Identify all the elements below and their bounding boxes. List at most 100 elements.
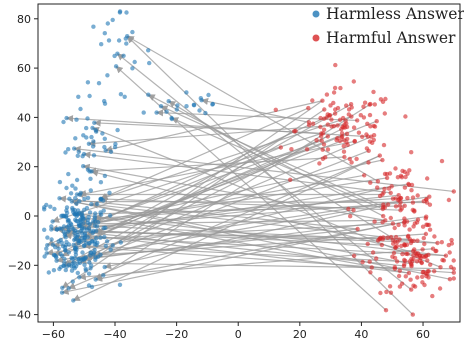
projection-arrow xyxy=(73,145,454,193)
harmful-point xyxy=(451,258,456,263)
harmful-point xyxy=(365,241,370,247)
projection-arrow xyxy=(100,115,352,201)
harmless-point xyxy=(84,205,90,211)
harmless-point xyxy=(76,257,81,262)
harmless-point xyxy=(94,224,100,229)
harmless-point xyxy=(197,108,202,113)
harmful-point xyxy=(356,130,362,135)
harmful-point xyxy=(399,175,405,180)
harmful-point xyxy=(440,257,445,263)
harmful-point xyxy=(329,124,334,129)
harmful-point xyxy=(387,284,393,289)
harmful-point xyxy=(402,203,407,208)
harmless-point xyxy=(62,233,67,238)
harmful-point xyxy=(362,100,368,105)
harmless-point xyxy=(103,148,108,153)
harmless-point xyxy=(93,277,98,282)
harmful-point xyxy=(361,104,366,109)
harmless-point xyxy=(72,228,78,233)
harmful-point xyxy=(414,259,420,264)
harmful-point xyxy=(273,107,278,113)
harmless-point xyxy=(64,185,69,191)
harmless-point xyxy=(76,149,82,154)
harmless-point xyxy=(154,110,159,115)
harmless-point xyxy=(102,144,107,150)
harmful-point xyxy=(335,105,341,111)
harmless-point xyxy=(113,141,118,147)
harmless-point xyxy=(89,134,94,140)
harmful-point xyxy=(423,231,429,237)
harmful-point xyxy=(292,129,297,134)
harmful-point xyxy=(402,262,407,267)
harmless-point xyxy=(110,243,115,248)
harmful-point xyxy=(439,240,444,245)
harmful-point xyxy=(372,102,377,107)
harmful-point xyxy=(402,223,407,228)
harmful-point xyxy=(410,200,416,205)
harmful-point xyxy=(420,224,426,229)
projection-arrow xyxy=(79,150,369,264)
harmful-point xyxy=(333,62,338,68)
harmful-point xyxy=(393,166,398,171)
harmful-point xyxy=(325,112,330,117)
harmful-point xyxy=(420,247,425,252)
harmful-point xyxy=(386,186,392,191)
harmful-point xyxy=(422,241,427,247)
harmless-point xyxy=(174,107,179,112)
harmful-point xyxy=(367,259,372,264)
harmless-point xyxy=(86,214,91,220)
harmful-point xyxy=(405,195,410,201)
projection-arrow xyxy=(63,259,454,270)
harmful-point xyxy=(351,207,356,213)
harmful-point xyxy=(321,116,327,121)
harmless-point xyxy=(107,190,112,195)
x-tick-label: −40 xyxy=(103,328,126,341)
harmless-point xyxy=(95,220,101,225)
harmful-point xyxy=(409,262,414,267)
harmful-point xyxy=(427,227,433,232)
harmless-point xyxy=(90,125,95,131)
harmless-point xyxy=(166,99,171,104)
harmless-point xyxy=(42,254,47,259)
harmless-point xyxy=(82,243,87,248)
harmless-point xyxy=(71,260,77,265)
harmful-point xyxy=(424,273,429,279)
plot-frame xyxy=(37,3,461,323)
harmful-point xyxy=(278,145,283,150)
harmless-point xyxy=(102,234,107,240)
harmless-point xyxy=(117,10,123,15)
harmless-point xyxy=(103,243,109,249)
harmful-point xyxy=(409,256,414,262)
harmless-point xyxy=(132,59,137,65)
harmless-point xyxy=(80,257,86,263)
harmful-point xyxy=(415,238,420,243)
harmless-point xyxy=(77,210,82,216)
harmful-point xyxy=(391,250,397,256)
harmful-point xyxy=(395,239,400,244)
harmful-point xyxy=(318,124,323,130)
harmless-point xyxy=(92,120,97,126)
harmful-point xyxy=(400,168,405,174)
harmful-point xyxy=(384,175,390,181)
legend-marker xyxy=(312,10,320,18)
harmless-point xyxy=(64,115,69,121)
harmful-point xyxy=(432,269,437,274)
harmless-point xyxy=(108,247,113,252)
harmless-point xyxy=(74,192,80,197)
harmful-point xyxy=(310,121,316,126)
harmless-point xyxy=(106,38,112,43)
harmless-point xyxy=(85,195,91,201)
harmful-point xyxy=(379,242,385,248)
harmful-point xyxy=(355,226,360,232)
harmful-point xyxy=(392,225,397,231)
harmless-point xyxy=(85,167,91,172)
harmful-point xyxy=(351,125,357,130)
arrows-layer xyxy=(45,35,454,316)
points-layer xyxy=(42,9,456,317)
harmless-point xyxy=(87,210,93,215)
harmless-point xyxy=(89,263,94,268)
harmless-point xyxy=(67,196,72,201)
harmless-point xyxy=(203,110,208,116)
harmless-point xyxy=(89,284,95,290)
